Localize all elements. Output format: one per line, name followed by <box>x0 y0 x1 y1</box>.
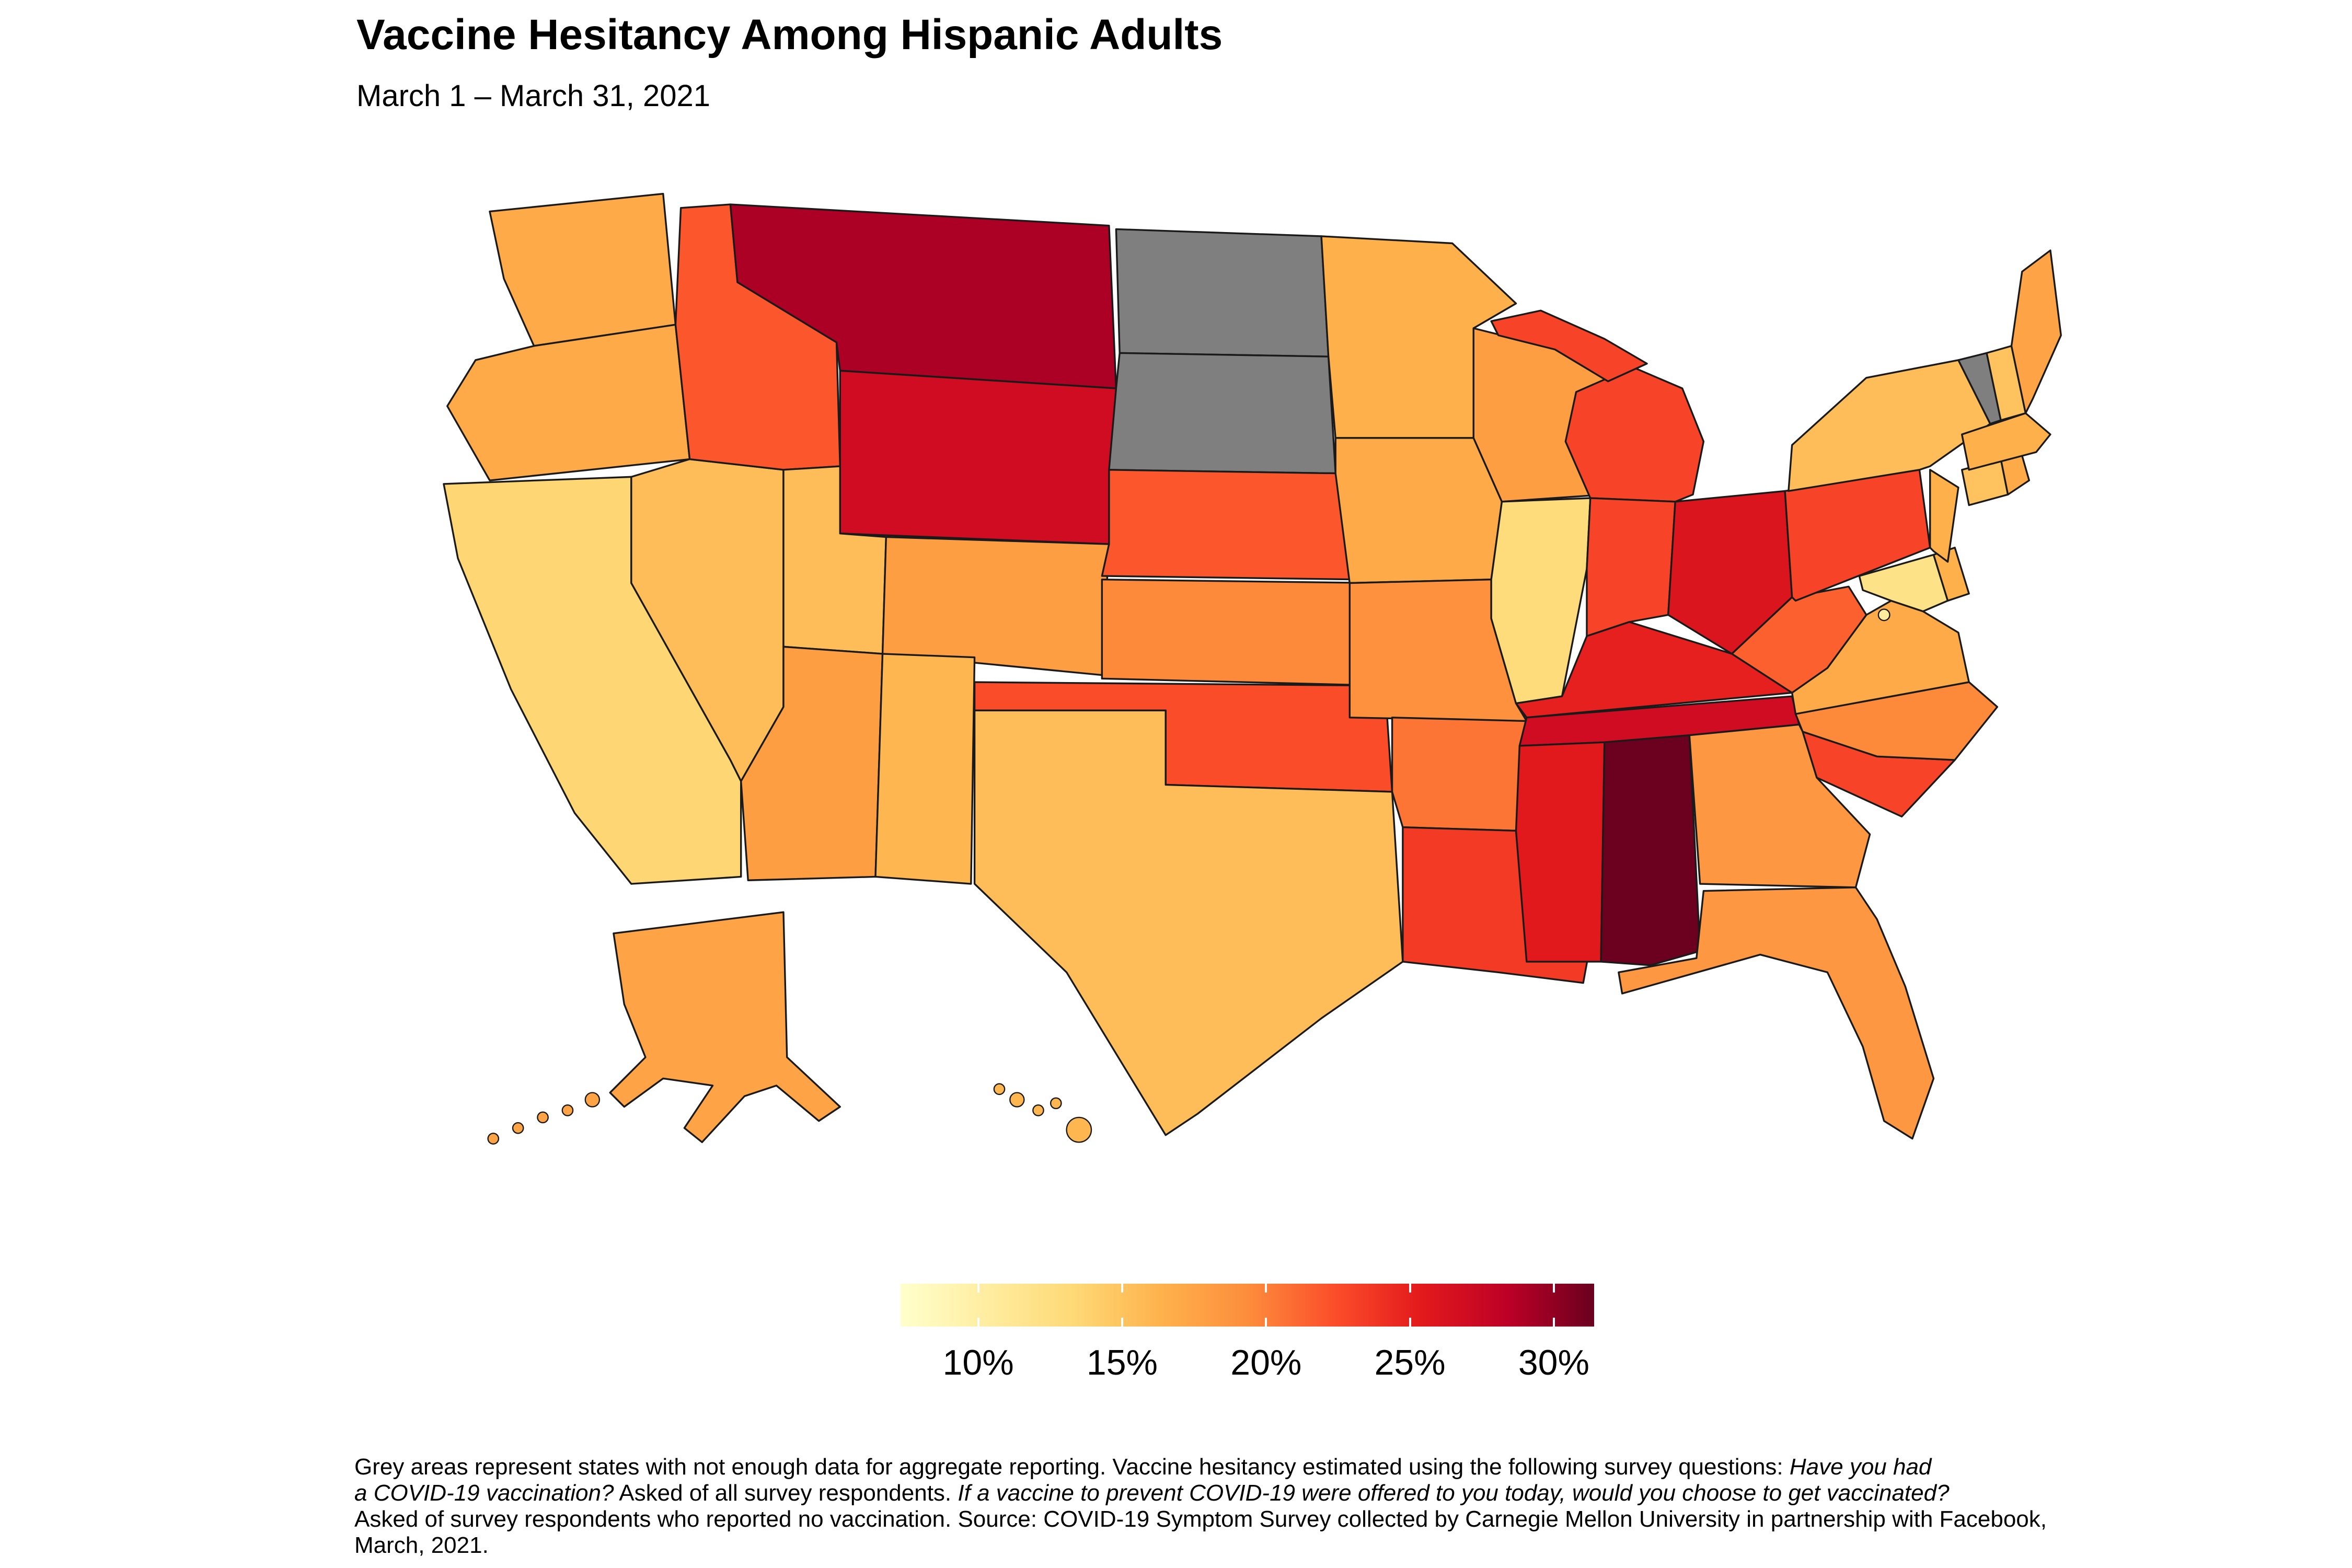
state-in <box>1586 497 1676 637</box>
colorbar-gradient <box>901 1284 1594 1327</box>
colorbar-tick-bottom <box>1265 1318 1267 1327</box>
caption: Grey areas represent states with not eno… <box>354 1454 2352 1559</box>
colorbar-tick-label: 25% <box>1374 1343 1446 1382</box>
state-al <box>1600 734 1701 966</box>
state-fl <box>1618 886 1935 1140</box>
caption-segment-italic: Have you had <box>1789 1454 1932 1480</box>
caption-segment: March, 2021. <box>354 1532 489 1558</box>
state-ks <box>1101 579 1386 687</box>
caption-segment-italic: If a vaccine to prevent COVID-19 were of… <box>958 1480 1950 1506</box>
colorbar-tick-top <box>1121 1284 1123 1293</box>
map-panel <box>366 172 2065 1163</box>
chart-subtitle: March 1 – March 31, 2021 <box>356 79 711 113</box>
caption-line: Grey areas represent states with not eno… <box>354 1454 2352 1480</box>
colorbar-tick-label: 30% <box>1518 1343 1589 1382</box>
caption-line: Asked of survey respondents who reported… <box>354 1506 2352 1532</box>
colorbar-tick-bottom <box>1552 1318 1555 1327</box>
state-or <box>446 324 691 481</box>
colorbar-tick-top <box>1552 1284 1555 1293</box>
state-nd <box>1115 228 1330 358</box>
state-mi <box>1490 309 1705 503</box>
caption-line: March, 2021. <box>354 1532 2352 1559</box>
state-me <box>2010 249 2062 414</box>
state-ak <box>487 911 841 1145</box>
state-tx <box>973 709 1404 1136</box>
colorbar-tick-bottom <box>1409 1318 1411 1327</box>
colorbar-tick-top <box>1409 1284 1411 1293</box>
caption-segment: Asked of all survey respondents. <box>614 1480 958 1506</box>
state-wv <box>1731 585 1867 694</box>
state-ms <box>1515 741 1606 963</box>
state-nm <box>874 653 976 885</box>
state-ia <box>1334 437 1503 584</box>
colorbar-tick-bottom <box>977 1318 979 1327</box>
state-wa <box>489 193 677 347</box>
colorbar-tick-label: 20% <box>1230 1343 1302 1382</box>
us-choropleth-map <box>443 193 2062 1145</box>
colorbar-tick-label: 10% <box>942 1343 1014 1382</box>
caption-segment-italic: a COVID-19 vaccination? <box>354 1480 614 1506</box>
colorbar-tick-top <box>977 1284 979 1293</box>
colorbar-tick-top <box>1265 1284 1267 1293</box>
colorbar-tick-label: 15% <box>1086 1343 1158 1382</box>
state-sd <box>1108 352 1336 475</box>
state-ar <box>1391 717 1528 832</box>
state-dc <box>1877 608 1890 621</box>
caption-line: a COVID-19 vaccination? Asked of all sur… <box>354 1480 2352 1506</box>
chart-title: Vaccine Hesitancy Among Hispanic Adults <box>356 11 1223 59</box>
colorbar-tick-bottom <box>1121 1318 1123 1327</box>
state-hi <box>993 1083 1092 1143</box>
state-nj <box>1929 469 1959 563</box>
caption-segment: Grey areas represent states with not eno… <box>354 1454 1790 1480</box>
state-ne <box>1101 469 1358 581</box>
caption-segment: Asked of survey respondents who reported… <box>354 1506 2047 1532</box>
state-wy <box>839 370 1117 545</box>
color-legend: 10% 15% 20% 25% 30% <box>901 1284 1594 1382</box>
state-ny <box>1788 359 1991 492</box>
